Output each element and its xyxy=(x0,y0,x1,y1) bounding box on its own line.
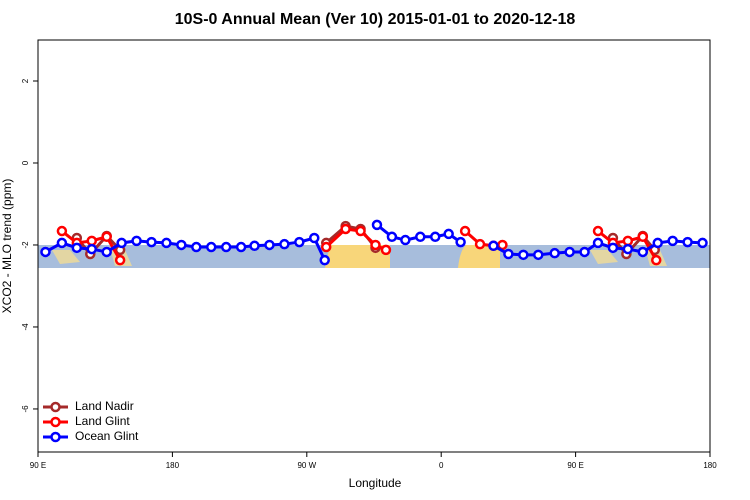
data-point xyxy=(622,235,634,247)
data-point xyxy=(549,247,560,259)
x-tick-label: 0 xyxy=(439,461,444,470)
data-point xyxy=(370,239,381,251)
x-tick-label: 90 E xyxy=(567,461,583,470)
data-point xyxy=(56,237,68,249)
data-point xyxy=(592,237,604,249)
map-background xyxy=(38,245,710,268)
data-point xyxy=(503,248,514,260)
data-point xyxy=(429,231,441,243)
legend-label: Ocean Glint xyxy=(75,429,139,443)
data-point xyxy=(205,241,217,253)
data-point xyxy=(443,228,454,240)
x-tick-label: 90 E xyxy=(30,461,46,470)
data-point xyxy=(380,244,392,256)
data-point xyxy=(101,246,112,258)
data-point xyxy=(40,246,51,258)
data-point xyxy=(86,235,98,247)
data-point xyxy=(637,246,649,258)
data-point xyxy=(116,237,127,249)
data-point xyxy=(415,231,426,243)
data-point xyxy=(101,231,112,243)
x-axis-label: Longitude xyxy=(349,476,402,490)
data-point xyxy=(71,242,83,254)
data-point xyxy=(637,231,649,243)
data-point xyxy=(459,225,471,237)
legend-marker xyxy=(50,431,61,443)
data-point xyxy=(309,232,320,244)
data-point xyxy=(249,240,260,252)
data-point xyxy=(533,249,544,261)
data-point xyxy=(161,237,172,249)
x-tick-label: 90 W xyxy=(297,461,316,470)
data-point xyxy=(592,225,604,237)
data-point xyxy=(294,236,305,248)
data-point xyxy=(131,235,142,247)
data-point xyxy=(564,246,575,258)
data-point xyxy=(474,238,486,250)
plot-frame xyxy=(37,39,711,453)
data-point xyxy=(607,242,619,254)
data-point xyxy=(400,234,411,246)
x-tick-label: 180 xyxy=(703,461,717,470)
chart-title: 10S-0 Annual Mean (Ver 10) 2015-01-01 to… xyxy=(175,11,576,28)
data-point xyxy=(340,223,351,235)
data-point xyxy=(320,241,332,253)
data-point xyxy=(319,254,330,266)
data-point xyxy=(220,241,232,253)
y-tick-label: 0 xyxy=(21,160,30,165)
data-point xyxy=(146,236,157,248)
data-point xyxy=(652,237,663,249)
data-point xyxy=(650,254,662,266)
legend-label: Land Nadir xyxy=(75,399,134,413)
data-point xyxy=(386,231,398,243)
y-tick-label: -6 xyxy=(21,405,30,413)
legend-marker xyxy=(50,401,61,413)
data-point xyxy=(667,235,678,247)
data-point xyxy=(488,240,499,252)
data-point xyxy=(191,241,202,253)
data-point xyxy=(114,254,126,266)
legend-label: Land Glint xyxy=(75,414,130,428)
legend-marker xyxy=(50,416,61,428)
data-point xyxy=(86,243,98,255)
data-point xyxy=(371,219,383,231)
data-point xyxy=(579,246,590,258)
data-point xyxy=(264,239,275,251)
data-point xyxy=(279,238,290,250)
data-point xyxy=(455,236,466,248)
data-point xyxy=(355,225,366,237)
data-point xyxy=(235,241,247,253)
data-point xyxy=(176,239,187,251)
y-tick-label: -4 xyxy=(21,323,30,331)
y-tick-label: -2 xyxy=(21,241,30,249)
data-point xyxy=(518,249,529,261)
data-point xyxy=(622,243,634,255)
data-point xyxy=(682,236,693,248)
x-tick-label: 180 xyxy=(166,461,180,470)
y-axis-label: XCO2 - MLO trend (ppm) xyxy=(0,179,14,314)
y-tick-label: 2 xyxy=(21,78,30,83)
data-point xyxy=(697,237,708,249)
data-point xyxy=(56,225,68,237)
